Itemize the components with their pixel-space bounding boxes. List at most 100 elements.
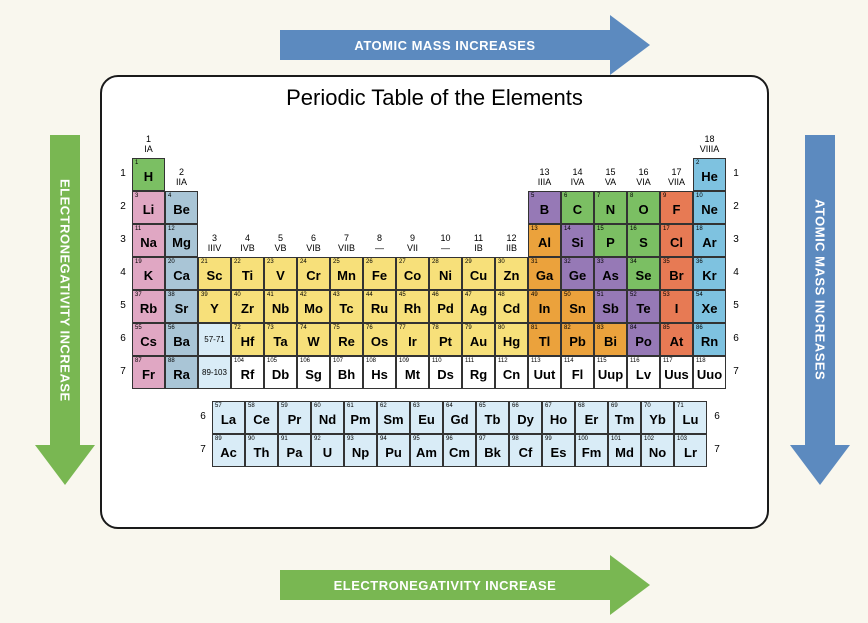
element-cell-Fl: 114Fl: [561, 356, 594, 389]
element-cell-Mg: 12Mg: [165, 224, 198, 257]
element-cell-Cn: 112Cn: [495, 356, 528, 389]
element-symbol: Cl: [661, 225, 692, 256]
element-symbol: Se: [628, 258, 659, 289]
element-cell-Rb: 37Rb: [132, 290, 165, 323]
element-symbol: Tc: [331, 291, 362, 322]
element-symbol: Cm: [444, 435, 475, 466]
element-symbol: S: [628, 225, 659, 256]
element-cell-Sr: 38Sr: [165, 290, 198, 323]
element-symbol: Rf: [232, 357, 263, 388]
element-symbol: Tm: [609, 402, 640, 433]
element-symbol: In: [529, 291, 560, 322]
element-symbol: Co: [397, 258, 428, 289]
element-cell-Cl: 17Cl: [660, 224, 693, 257]
group-header: 16VIA: [627, 167, 660, 187]
element-symbol: Kr: [694, 258, 725, 289]
element-cell-Ti: 22Ti: [231, 257, 264, 290]
element-symbol: Be: [166, 192, 197, 223]
element-cell-Al: 13Al: [528, 224, 561, 257]
element-symbol: Ar: [694, 225, 725, 256]
periodic-table-panel: Periodic Table of the Elements 1IA2IIA3I…: [100, 75, 769, 529]
element-cell-Mo: 42Mo: [297, 290, 330, 323]
element-cell-Hg: 80Hg: [495, 323, 528, 356]
element-symbol: Au: [463, 324, 494, 355]
element-cell-F: 9F: [660, 191, 693, 224]
element-cell-Am: 95Am: [410, 434, 443, 467]
element-cell-Ir: 77Ir: [396, 323, 429, 356]
element-symbol: Bh: [331, 357, 362, 388]
element-symbol: Mn: [331, 258, 362, 289]
element-symbol: Fl: [562, 357, 593, 388]
element-symbol: La: [213, 402, 244, 433]
element-symbol: Fr: [133, 357, 164, 388]
element-symbol: Am: [411, 435, 442, 466]
element-cell-Sn: 50Sn: [561, 290, 594, 323]
element-cell-N: 7N: [594, 191, 627, 224]
element-cell-Po: 84Po: [627, 323, 660, 356]
element-symbol: Es: [543, 435, 574, 466]
fblock-row-label: 6: [710, 411, 724, 422]
element-symbol: Db: [265, 357, 296, 388]
element-symbol: Pt: [430, 324, 461, 355]
element-cell-Hf: 72Hf: [231, 323, 264, 356]
element-symbol: Na: [133, 225, 164, 256]
period-label: 7: [729, 366, 743, 377]
element-symbol: Sb: [595, 291, 626, 322]
element-cell-Ta: 73Ta: [264, 323, 297, 356]
element-cell-Br: 35Br: [660, 257, 693, 290]
element-cell-Hs: 108Hs: [363, 356, 396, 389]
element-cell-Ag: 47Ag: [462, 290, 495, 323]
element-symbol: Cu: [463, 258, 494, 289]
element-cell-Pt: 78Pt: [429, 323, 462, 356]
element-cell-Lr: 103Lr: [674, 434, 707, 467]
element-symbol: Ti: [232, 258, 263, 289]
element-cell-Np: 93Np: [344, 434, 377, 467]
element-symbol: Zn: [496, 258, 527, 289]
element-cell-Na: 11Na: [132, 224, 165, 257]
element-symbol: Th: [246, 435, 277, 466]
element-cell-Ba: 56Ba: [165, 323, 198, 356]
period-label: 2: [729, 201, 743, 212]
element-symbol: Ca: [166, 258, 197, 289]
group-header: 8—: [363, 233, 396, 253]
element-symbol: Md: [609, 435, 640, 466]
element-cell-Tl: 81Tl: [528, 323, 561, 356]
element-cell-Tc: 43Tc: [330, 290, 363, 323]
element-cell-Pd: 46Pd: [429, 290, 462, 323]
element-cell-Cm: 96Cm: [443, 434, 476, 467]
element-cell-Cs: 55Cs: [132, 323, 165, 356]
element-cell-Sg: 106Sg: [297, 356, 330, 389]
element-cell-Se: 34Se: [627, 257, 660, 290]
element-cell-Md: 101Md: [608, 434, 641, 467]
element-cell-Zn: 30Zn: [495, 257, 528, 290]
period-label: 3: [729, 234, 743, 245]
element-cell-Ni: 28Ni: [429, 257, 462, 290]
element-cell-Bi: 83Bi: [594, 323, 627, 356]
element-symbol: Rn: [694, 324, 725, 355]
element-symbol: H: [133, 159, 164, 190]
element-symbol: Ra: [166, 357, 197, 388]
element-symbol: No: [642, 435, 673, 466]
element-symbol: Cr: [298, 258, 329, 289]
element-cell-Te: 52Te: [627, 290, 660, 323]
element-symbol: C: [562, 192, 593, 223]
element-cell-S: 16S: [627, 224, 660, 257]
period-label: 6: [729, 333, 743, 344]
element-symbol: Yb: [642, 402, 673, 433]
group-header: 4IVB: [231, 233, 264, 253]
element-symbol: K: [133, 258, 164, 289]
element-symbol: U: [312, 435, 343, 466]
arrow-atomic-mass-down: ATOMIC MASS INCREASES: [790, 135, 850, 485]
element-cell-V: 23V: [264, 257, 297, 290]
element-cell-In: 49In: [528, 290, 561, 323]
element-cell-Gd: 64Gd: [443, 401, 476, 434]
element-symbol: Rg: [463, 357, 494, 388]
element-symbol: Mo: [298, 291, 329, 322]
element-symbol: Ta: [265, 324, 296, 355]
group-header: 12IIB: [495, 233, 528, 253]
element-cell-Er: 68Er: [575, 401, 608, 434]
element-symbol: Nd: [312, 402, 343, 433]
element-cell-Rf: 104Rf: [231, 356, 264, 389]
element-symbol: P: [595, 225, 626, 256]
element-cell-Uus: 117Uus: [660, 356, 693, 389]
